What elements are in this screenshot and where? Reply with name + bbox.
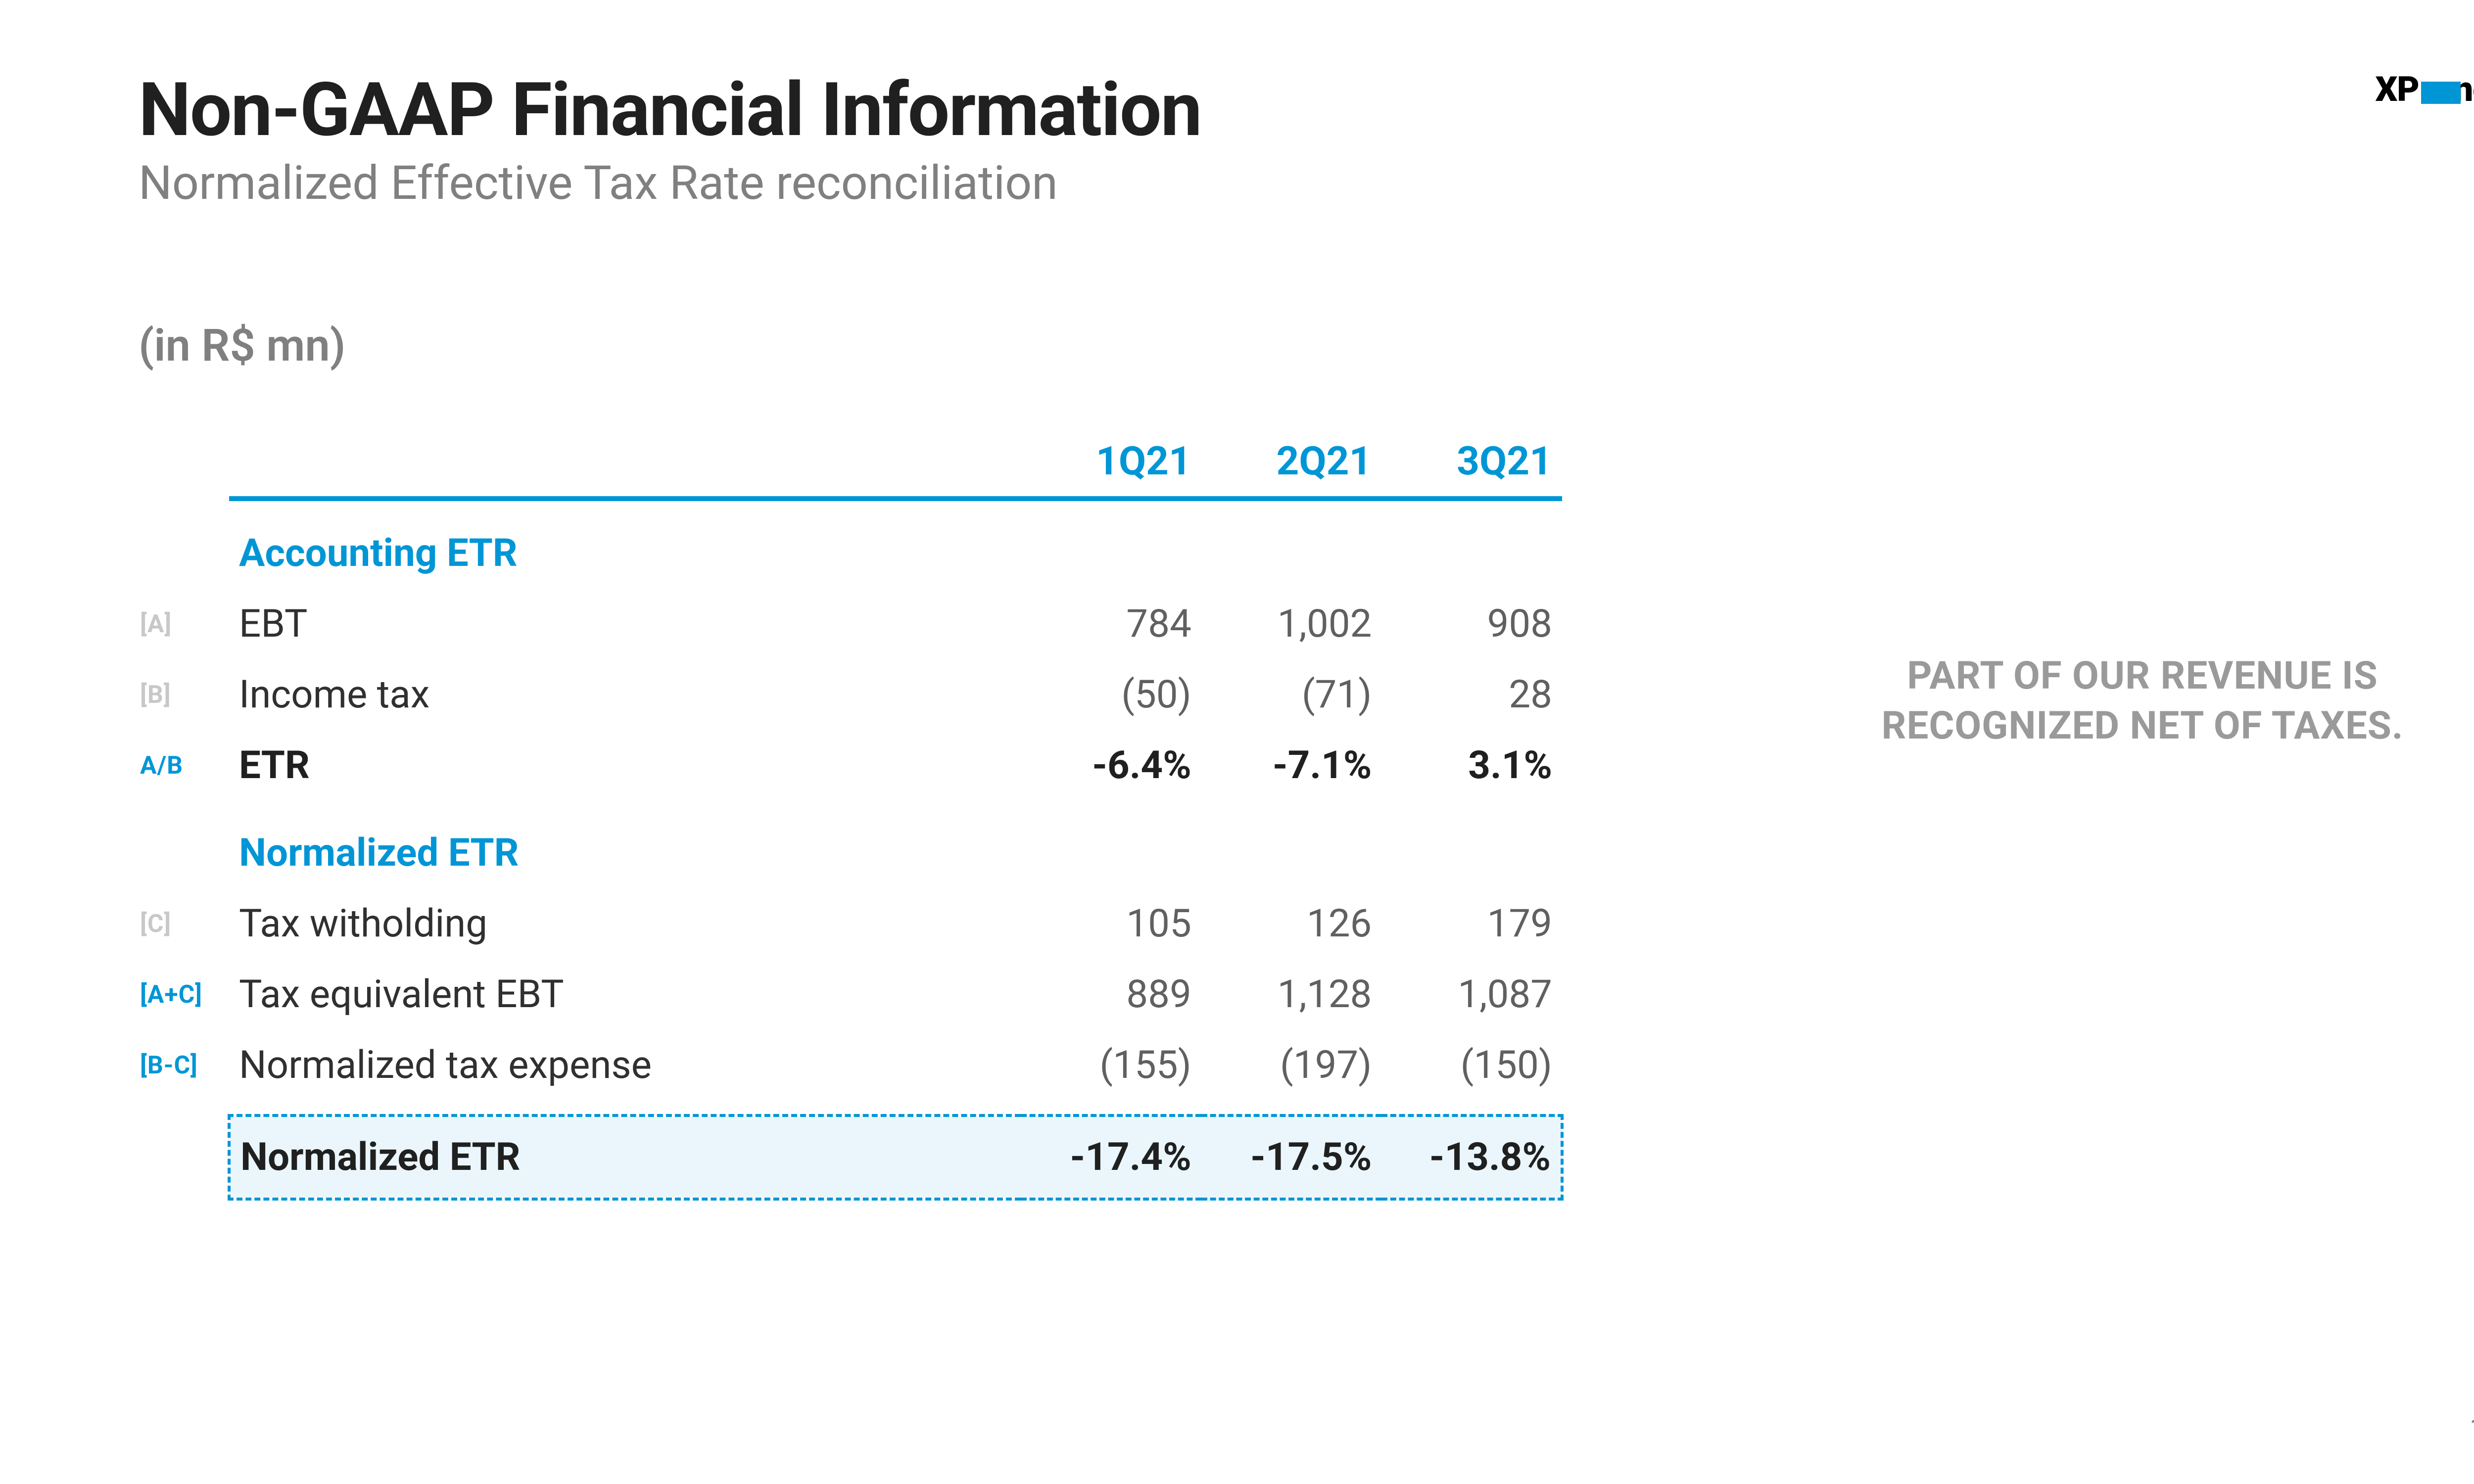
slide: XP nc. Non-GAAP Financial Information No… [0, 0, 2474, 1484]
cell: (50) [1021, 659, 1201, 730]
row-label: Normalized ETR [240, 1135, 521, 1180]
row-label: Tax witholding [239, 901, 487, 946]
cell: (71) [1201, 659, 1382, 730]
col-3q21: 3Q21 [1381, 426, 1562, 496]
logo-block-icon [2421, 82, 2461, 104]
table-header-row: 1Q21 2Q21 3Q21 [229, 426, 1562, 496]
cell: 1,002 [1201, 589, 1382, 659]
row-ebt: [A] EBT 784 1,002 908 [229, 589, 1562, 659]
row-normalized-etr: Normalized ETR -17.4% -17.5% -13.8% [229, 1115, 1562, 1199]
cell: 126 [1201, 888, 1382, 959]
row-label: ETR [239, 743, 310, 788]
cell: -6.4% [1021, 730, 1201, 801]
col-2q21: 2Q21 [1201, 426, 1382, 496]
row-label: EBT [239, 602, 307, 647]
cell: (150) [1381, 1030, 1562, 1101]
row-normalized-tax-expense: [B-C] Normalized tax expense (155) (197)… [229, 1030, 1562, 1101]
cell: -17.5% [1201, 1115, 1382, 1199]
cell: 3.1% [1381, 730, 1562, 801]
col-1q21: 1Q21 [1021, 426, 1201, 496]
page-subtitle: Normalized Effective Tax Rate reconcilia… [139, 156, 2474, 211]
row-label: Tax equivalent EBT [239, 972, 564, 1017]
row-label: Income tax [239, 672, 429, 717]
section-normalized-etr: Normalized ETR [229, 801, 1562, 888]
row-label: Normalized tax expense [239, 1043, 652, 1088]
row-etr: A/B ETR -6.4% -7.1% 3.1% [229, 730, 1562, 801]
cell: 889 [1021, 959, 1201, 1030]
units-label: (in R$ mn) [139, 320, 1648, 371]
reconciliation-table: 1Q21 2Q21 3Q21 Accounting ETR [A] EB [228, 426, 1564, 1201]
callout-text: PART OF OUR REVENUE IS RECOGNIZED NET OF… [1836, 651, 2449, 751]
cell: -17.4% [1021, 1115, 1201, 1199]
cell: 28 [1381, 659, 1562, 730]
row-ref: A/B [140, 751, 183, 780]
cell: 908 [1381, 589, 1562, 659]
header: Non-GAAP Financial Information Normalize… [139, 69, 2474, 211]
section-accounting-etr: Accounting ETR [229, 499, 1562, 589]
row-tax-equivalent-ebt: [A+C] Tax equivalent EBT 889 1,128 1,087 [229, 959, 1562, 1030]
logo: XP nc. [2376, 69, 2474, 110]
row-tax-witholding: [C] Tax witholding 105 126 179 [229, 888, 1562, 959]
row-ref: [C] [140, 910, 171, 938]
logo-text-pre: XP [2376, 69, 2419, 110]
row-income-tax: [B] Income tax (50) (71) 28 [229, 659, 1562, 730]
page-title: Non-GAAP Financial Information [139, 69, 2474, 151]
cell: 105 [1021, 888, 1201, 959]
cell: -13.8% [1381, 1115, 1562, 1199]
cell: 1,128 [1201, 959, 1382, 1030]
row-ref: [B] [140, 681, 171, 709]
cell: 179 [1381, 888, 1562, 959]
content-row: (in R$ mn) 1Q21 2Q21 3Q21 Accou [139, 320, 2474, 1201]
row-ref: [B-C] [140, 1051, 198, 1080]
cell: (155) [1021, 1030, 1201, 1101]
cell: 784 [1021, 589, 1201, 659]
row-ref: [A+C] [140, 980, 202, 1009]
cell: -7.1% [1201, 730, 1382, 801]
section-label: Accounting ETR [229, 499, 1021, 589]
section-label: Normalized ETR [229, 801, 1021, 888]
cell: (197) [1201, 1030, 1382, 1101]
page-number: 13 [2470, 1413, 2474, 1444]
row-ref: [A] [140, 610, 172, 639]
table-wrap: (in R$ mn) 1Q21 2Q21 3Q21 Accou [139, 320, 1648, 1201]
cell: 1,087 [1381, 959, 1562, 1030]
